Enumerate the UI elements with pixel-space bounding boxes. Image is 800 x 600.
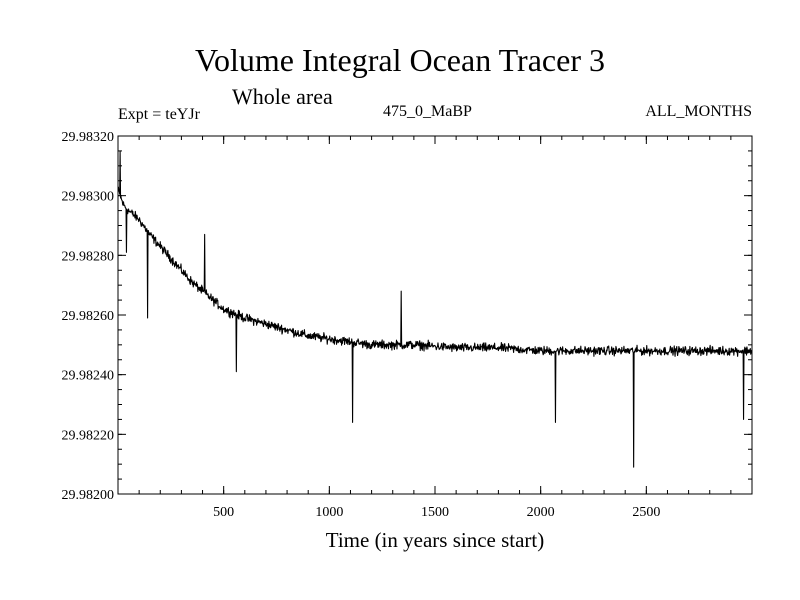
chart-subtitle: Whole area <box>232 84 333 109</box>
y-tick-label: 29.98200 <box>62 488 115 503</box>
y-tick-label: 29.98240 <box>62 369 115 384</box>
plot-frame <box>117 135 753 495</box>
experiment-label: Expt = teYJr <box>118 106 200 123</box>
y-tick-label: 29.98300 <box>62 190 115 205</box>
x-tick-label: 2000 <box>527 505 555 520</box>
x-tick-label: 500 <box>213 505 234 520</box>
y-tick-label: 29.98280 <box>62 249 115 264</box>
chart-title: Volume Integral Ocean Tracer 3 <box>195 42 605 78</box>
x-tick-label: 2500 <box>632 505 660 520</box>
series-line <box>117 150 753 468</box>
months-label: ALL_MONTHS <box>645 103 752 120</box>
x-axis-label: Time (in years since start) <box>325 528 545 552</box>
period-label: 475_0_MaBP <box>383 103 472 120</box>
y-tick-label: 29.98320 <box>62 130 115 145</box>
x-tick-label: 1500 <box>421 505 449 520</box>
x-tick-label: 1000 <box>315 505 343 520</box>
y-tick-label: 29.98220 <box>62 428 115 443</box>
y-tick-label: 29.98260 <box>62 309 115 324</box>
